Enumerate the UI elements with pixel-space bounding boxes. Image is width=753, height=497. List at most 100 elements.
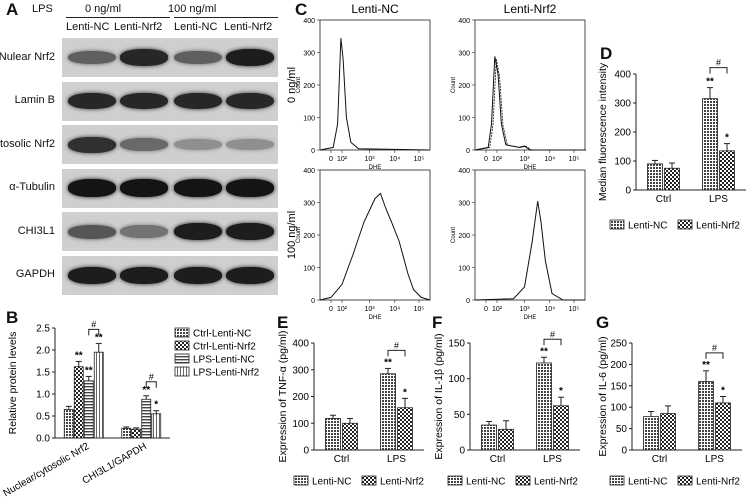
flow-y-label: Count	[451, 227, 457, 243]
flow-x-tick-label: 10⁴	[544, 156, 555, 163]
bar	[73, 366, 84, 439]
legend-swatch	[677, 475, 693, 486]
bar	[93, 351, 104, 439]
blot-band	[174, 223, 222, 240]
bar	[397, 407, 413, 451]
flow-x-tick-label: 10²	[492, 156, 503, 163]
y-axis-label: Expression of TNF-α (pg/ml)	[277, 331, 289, 463]
blot-row-label: CHI3L1	[17, 224, 55, 237]
legend-swatch	[677, 219, 693, 230]
legend-swatch	[609, 475, 625, 486]
flow-y-tick-label: 400	[458, 18, 470, 25]
flow-y-tick-label: 0	[311, 148, 315, 155]
comparison-bracket	[387, 349, 406, 357]
bar	[664, 167, 680, 191]
bar	[83, 380, 94, 439]
blot-band	[174, 266, 222, 284]
chart-b-svg: 0.0 0.5 1.0 1.5 2.0 2.5 Relative protein level…	[2, 319, 260, 497]
significance-mark: **	[706, 77, 714, 88]
panel-letter-c: C	[295, 0, 308, 19]
significance-mark: *	[721, 386, 725, 397]
flow-y-tick-label: 0	[466, 298, 470, 305]
hash-mark: #	[91, 319, 96, 329]
y-tick-label: 250	[610, 339, 627, 350]
category-label: Nuclear/cytosolic Nrf2	[2, 441, 92, 497]
blot-band	[226, 92, 274, 110]
flow-x-label: DHE	[524, 165, 537, 171]
y-tick-label: 100	[292, 419, 309, 430]
flow-x-tick-label: 10³	[364, 306, 375, 313]
lane-label-4: Lenti-Nrf2	[224, 21, 273, 33]
y-tick-label: 100	[448, 374, 465, 385]
flow-x-tick-label: 10⁵	[414, 306, 425, 313]
significance-mark: *	[725, 133, 729, 144]
flow-x-tick-label: 0	[484, 306, 488, 313]
flow-x-tick-label: 10²	[492, 306, 503, 313]
flow-y-tick-label: 300	[303, 201, 315, 208]
panel-letter-g: G	[596, 313, 610, 332]
blot-row-label: α-Tubulin	[9, 181, 55, 193]
y-tick-label: 200	[610, 360, 627, 371]
bar	[702, 98, 718, 191]
y-axis-label: Expression of IL-6 (pg/ml)	[597, 336, 609, 456]
flow-x-tick-label: 10⁴	[389, 306, 400, 313]
legend-swatch	[174, 327, 190, 338]
flow-y-label: Count	[296, 77, 302, 93]
flow-row-label: 0 ng/ml	[286, 67, 298, 103]
flow-y-tick-label: 400	[303, 18, 315, 25]
y-tick-label: 2.5	[36, 324, 50, 335]
lane-label-2: Lenti-Nrf2	[114, 21, 163, 33]
hash-mark: #	[716, 58, 721, 68]
y-tick-label: 200	[614, 128, 631, 139]
category-label: LPS	[543, 454, 562, 465]
significance-mark: *	[559, 386, 563, 397]
flow-x-tick-label: 10⁵	[569, 306, 580, 313]
flow-y-tick-label: 100	[458, 266, 470, 273]
lane-label-1: Lenti-NC	[66, 21, 110, 33]
panel-letter-d: D	[600, 44, 613, 63]
flow-x-tick-label: 10⁵	[569, 156, 580, 163]
flow-x-label: DHE	[369, 315, 382, 321]
conc-label-0: 0 ng/ml	[85, 3, 122, 15]
panel-letter-a: A	[6, 0, 19, 19]
flow-x-tick-label: 10⁴	[544, 306, 555, 313]
blot-band	[174, 50, 222, 65]
bar	[63, 409, 74, 439]
category-label: LPS	[709, 194, 728, 205]
legend-swatch	[609, 219, 625, 230]
lps-label: LPS	[32, 3, 53, 15]
flow-y-tick-label: 100	[303, 266, 315, 273]
category-label: LPS	[387, 454, 406, 465]
bar	[121, 427, 132, 439]
flow-y-tick-label: 400	[458, 168, 470, 175]
bar	[698, 381, 714, 451]
flow-x-tick-label: 10²	[337, 306, 348, 313]
y-tick-label: 50	[454, 410, 466, 421]
hash-mark: #	[394, 340, 399, 350]
blot-band	[68, 224, 116, 239]
blot-band	[120, 179, 168, 197]
legend-swatch	[361, 475, 377, 486]
legend-label: Lenti-NC	[628, 477, 667, 488]
significance-mark: **	[540, 346, 548, 357]
flow-histogram	[474, 201, 585, 301]
flow-x-tick-label: 10⁴	[389, 156, 400, 163]
legend-swatch	[174, 340, 190, 351]
y-tick-label: 1.0	[36, 390, 50, 401]
flow-x-tick-label: 10³	[519, 306, 530, 313]
blot-band	[120, 138, 168, 151]
category-label: Ctrl	[656, 194, 672, 205]
y-tick-label: 0	[621, 446, 627, 457]
blot-band	[226, 139, 274, 150]
flow-x-tick-label: 0	[329, 306, 333, 313]
bar	[342, 422, 358, 451]
y-tick-label: 150	[448, 339, 465, 350]
blot-band	[120, 49, 168, 66]
significance-mark: **	[142, 385, 150, 396]
flow-y-tick-label: 200	[303, 83, 315, 90]
significance-mark: *	[403, 387, 407, 398]
panel-letter-b: B	[6, 308, 19, 327]
significance-mark: **	[75, 350, 83, 361]
